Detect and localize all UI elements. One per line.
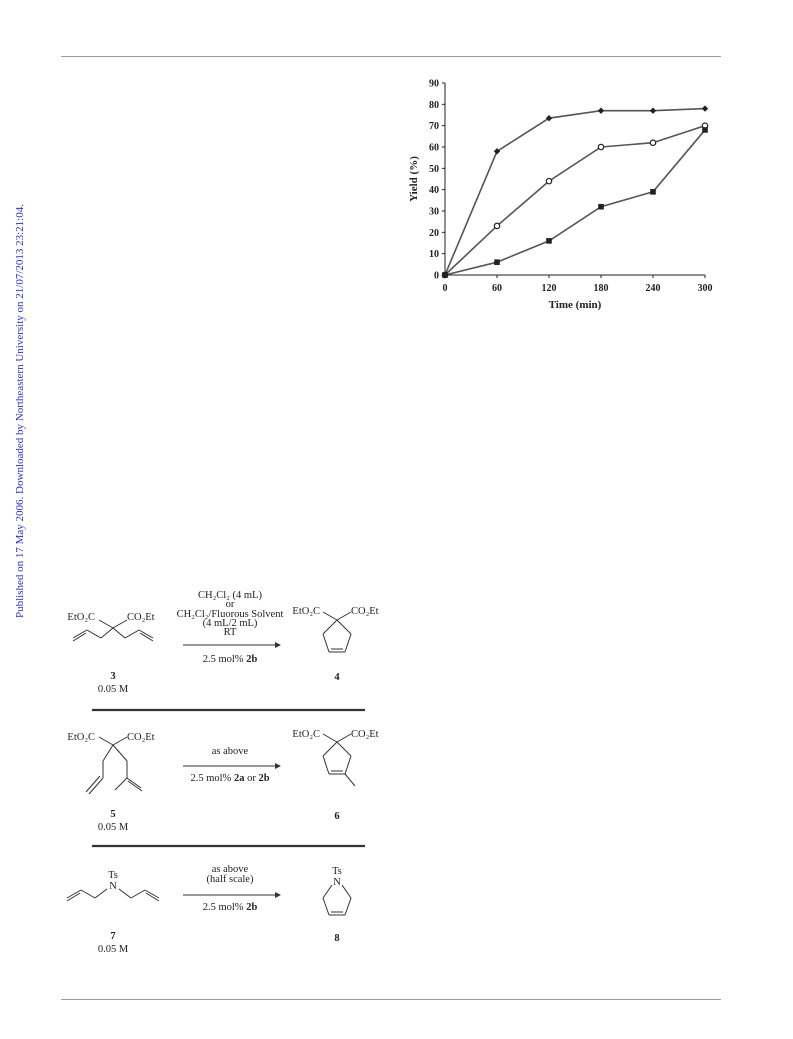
x-tick-label: 120 — [542, 283, 557, 294]
product-8-tosyl: Ts — [332, 866, 342, 877]
compound-7-concentration: 0.05 M — [98, 944, 129, 955]
footer-rule — [61, 999, 721, 1000]
chart-axes — [442, 82, 706, 278]
reaction-3-catalyst: 2.5 mol% 2b — [203, 902, 258, 913]
compound-3-label: 3 — [110, 671, 115, 682]
y-tick-label: 40 — [429, 185, 439, 196]
data-point — [650, 189, 656, 195]
x-tick-labels: 0 60 120 180 240 300 — [443, 283, 713, 294]
data-point — [649, 139, 657, 147]
series-line-2 — [444, 124, 706, 276]
product-4-right-group: CO₂Et — [351, 606, 379, 617]
x-tick-label: 240 — [646, 283, 661, 294]
compound-3-concentration: 0.05 M — [98, 684, 129, 695]
data-point — [597, 107, 605, 114]
reaction-1-condition-4: (4 mL/2 mL) — [203, 618, 258, 629]
data-point — [493, 222, 501, 230]
compound-5-concentration: 0.05 M — [98, 822, 129, 833]
series-line-3 — [444, 129, 706, 276]
y-tick-label: 50 — [429, 164, 439, 175]
data-point — [493, 148, 501, 155]
reactant-7-tosyl: Ts — [108, 870, 118, 881]
y-tick-label: 10 — [429, 249, 439, 260]
product-6-structure — [322, 733, 356, 787]
product-6-right-group: CO₂Et — [351, 729, 379, 740]
download-note[interactable]: Published on 17 May 2006. Downloaded by … — [14, 204, 26, 618]
y-tick-label: 30 — [429, 207, 439, 218]
reactant-3-structure — [72, 619, 154, 642]
y-tick-labels: 0 10 20 30 40 50 60 70 80 90 — [429, 79, 439, 282]
reactant-7-structure — [66, 888, 160, 902]
data-point — [649, 107, 657, 114]
data-point — [442, 272, 448, 278]
y-tick-label: 0 — [434, 271, 439, 282]
y-axis-label: Yield (%) — [408, 156, 420, 202]
x-tick-label: 300 — [698, 283, 713, 294]
reactant-5-structure — [85, 736, 143, 795]
data-point — [494, 259, 500, 265]
y-tick-label: 90 — [429, 79, 439, 90]
yield-time-chart: 0 10 20 30 40 50 60 70 80 90 0 60 120 180 240 300 Time… — [408, 79, 713, 312]
header-rule — [61, 56, 721, 57]
compound-7-label: 7 — [110, 931, 115, 942]
reactant-3-left-group: EtO₂C — [67, 612, 95, 623]
series-line-1 — [444, 107, 706, 276]
product-4-left-group: EtO₂C — [292, 606, 320, 617]
product-8-structure — [322, 884, 352, 916]
reaction-3-condition-1: as above — [212, 864, 249, 875]
reactant-5-left-group: EtO₂C — [67, 732, 95, 743]
reaction-scheme: EtO₂C CO₂Et CH₂Cl₂ (4 mL) or CH₂Cl₂/Fluo… — [66, 590, 379, 955]
reaction-1-condition-2: or — [226, 599, 235, 610]
y-tick-label: 70 — [429, 121, 439, 132]
data-point — [701, 105, 709, 112]
reaction-1-condition-1: CH₂Cl₂ (4 mL) — [198, 590, 262, 601]
reaction-2-catalyst: 2.5 mol% 2a or 2b — [190, 773, 269, 784]
x-axis-label: Time (min) — [549, 299, 602, 311]
series-points — [441, 105, 709, 279]
compound-5-label: 5 — [110, 809, 115, 820]
data-point — [545, 177, 553, 185]
data-point — [546, 238, 552, 244]
reaction-1-catalyst: 2.5 mol% 2b — [203, 654, 258, 665]
reaction-1-condition-5: RT — [224, 627, 237, 638]
data-point — [545, 115, 553, 122]
reaction-1-condition-3: CH₂Cl₂/Fluorous Solvent — [177, 609, 284, 620]
compound-4-label: 4 — [334, 672, 340, 683]
series-lines — [444, 107, 706, 276]
compound-6-label: 6 — [334, 811, 339, 822]
product-4-structure — [322, 611, 352, 653]
reaction-2-condition: as above — [212, 746, 249, 757]
y-tick-label: 80 — [429, 100, 439, 111]
data-point — [597, 143, 605, 151]
data-point — [598, 203, 604, 210]
reactant-3-right-group: CO₂Et — [127, 612, 155, 623]
compound-8-label: 8 — [334, 933, 339, 944]
reaction-3-condition-2: (half scale) — [207, 874, 254, 885]
x-tick-label: 0 — [443, 283, 448, 294]
y-tick-label: 60 — [429, 143, 439, 154]
product-8-nitrogen: N — [333, 877, 341, 888]
reactant-5-right-group: CO₂Et — [127, 732, 155, 743]
y-tick-label: 20 — [429, 228, 439, 239]
x-tick-label: 180 — [594, 283, 609, 294]
x-tick-label: 60 — [492, 283, 502, 294]
data-point — [702, 127, 708, 133]
reactant-7-nitrogen: N — [109, 881, 117, 892]
product-6-left-group: EtO₂C — [292, 729, 320, 740]
